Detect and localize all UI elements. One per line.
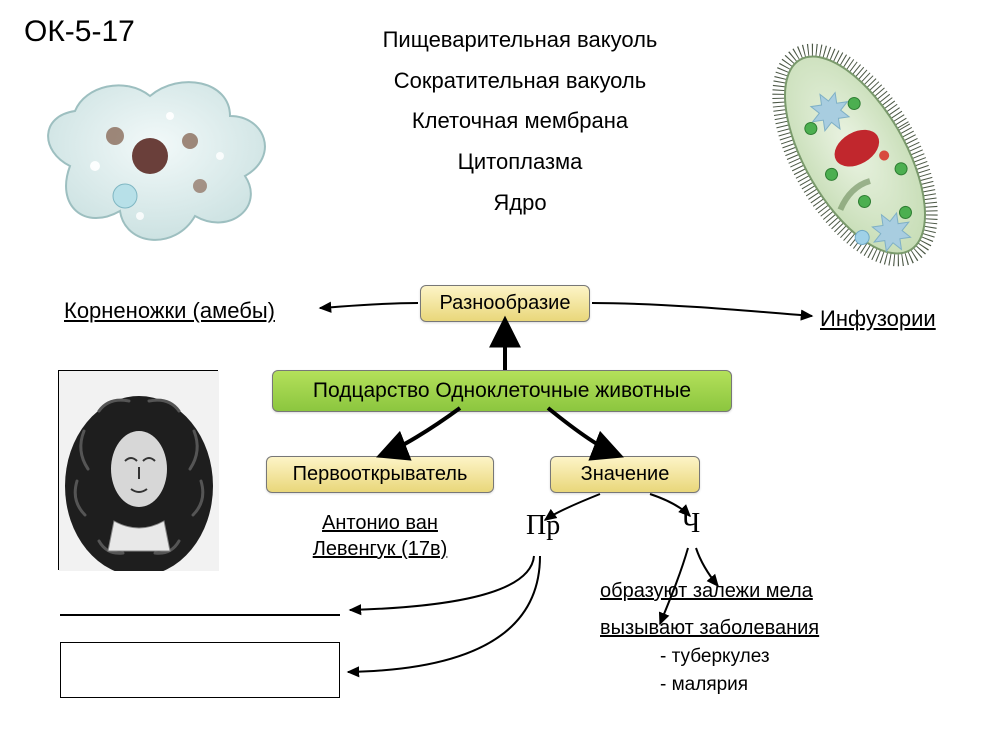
blank-box: [60, 642, 340, 698]
disease-item: - малярия: [660, 674, 819, 696]
meaning-chalk: образуют залежи мела: [600, 580, 819, 603]
structure-item: Пищеварительная вакуоль: [310, 20, 730, 61]
structure-item: Цитоплазма: [310, 142, 730, 183]
meaning-list: образуют залежи мела вызывают заболевани…: [600, 580, 819, 696]
box-diversity: Разнообразие: [420, 285, 590, 322]
label-infusoria: Инфузории: [820, 306, 936, 332]
box-meaning: Значение: [550, 456, 700, 493]
structure-item: Ядро: [310, 183, 730, 224]
amoeba-illustration: [30, 56, 290, 256]
scientist-name: Антонио ван Левенгук (17в): [280, 510, 480, 562]
disease-item: - туберкулез: [660, 646, 819, 668]
paramecium-illustration: [720, 30, 990, 280]
meaning-diseases: вызывают заболевания: [600, 617, 819, 640]
symbol-pr: Пр: [526, 510, 560, 542]
structure-item: Клеточная мембрана: [310, 101, 730, 142]
structure-item: Сократительная вакуоль: [310, 61, 730, 102]
cell-structures-list: Пищеварительная вакуоль Сократительная в…: [310, 20, 730, 223]
slide-code: ОК-5-17: [24, 15, 135, 49]
scientist-portrait: [58, 370, 218, 570]
label-amoeba-group: Корненожки (амебы): [64, 298, 275, 324]
box-subkingdom: Подцарство Одноклеточные животные: [272, 370, 732, 412]
blank-line: [60, 614, 340, 616]
symbol-ch: Ч: [682, 508, 700, 540]
box-discoverer: Первооткрыватель: [266, 456, 494, 493]
